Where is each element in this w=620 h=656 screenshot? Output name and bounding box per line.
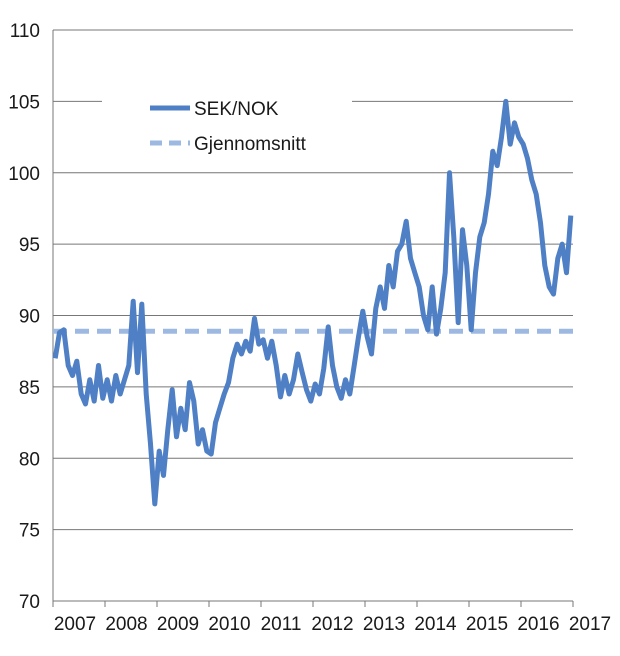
- y-tick-label-85: 85: [19, 378, 40, 399]
- legend: SEK/NOK Gjennomsnitt: [150, 99, 307, 155]
- y-tick-label-105: 105: [8, 92, 40, 113]
- x-tick-label-2016: 2016: [517, 614, 559, 635]
- series-sek-nok-line: [52, 98, 574, 507]
- y-tick-label-70: 70: [19, 592, 40, 613]
- y-tick-label-110: 110: [10, 21, 40, 42]
- y-axis-tick-labels: 70 75 80 85 90 95 100 105 110: [8, 21, 40, 613]
- x-tick-label-2012: 2012: [311, 614, 353, 635]
- x-tick-label-2010: 2010: [208, 614, 250, 635]
- y-tick-label-90: 90: [19, 307, 40, 328]
- x-tick-label-2014: 2014: [414, 614, 457, 635]
- y-tick-label-95: 95: [19, 235, 40, 256]
- series-layer: [52, 98, 574, 507]
- x-tick-label-2009: 2009: [157, 614, 199, 635]
- x-tick-label-2007: 2007: [54, 614, 96, 635]
- x-tick-label-2008: 2008: [105, 614, 147, 635]
- x-tick-label-2013: 2013: [363, 614, 405, 635]
- y-tick-label-75: 75: [19, 521, 40, 542]
- legend-background: [102, 88, 352, 160]
- y-tick-label-80: 80: [19, 449, 40, 470]
- x-tick-label-2011: 2011: [261, 614, 302, 635]
- x-axis-tick-labels: 2007 2008 2009 2010 2011 2012 2013 2014 2015 2016…: [54, 614, 611, 635]
- x-tick-label-2017: 2017: [569, 614, 611, 635]
- x-axis: [52, 30, 574, 607]
- y-tick-label-100: 100: [8, 164, 40, 185]
- legend-label-gjennomsnitt: Gjennomsnitt: [194, 134, 307, 155]
- legend-label-sek-nok: SEK/NOK: [194, 99, 279, 120]
- x-tick-label-2015: 2015: [466, 614, 508, 635]
